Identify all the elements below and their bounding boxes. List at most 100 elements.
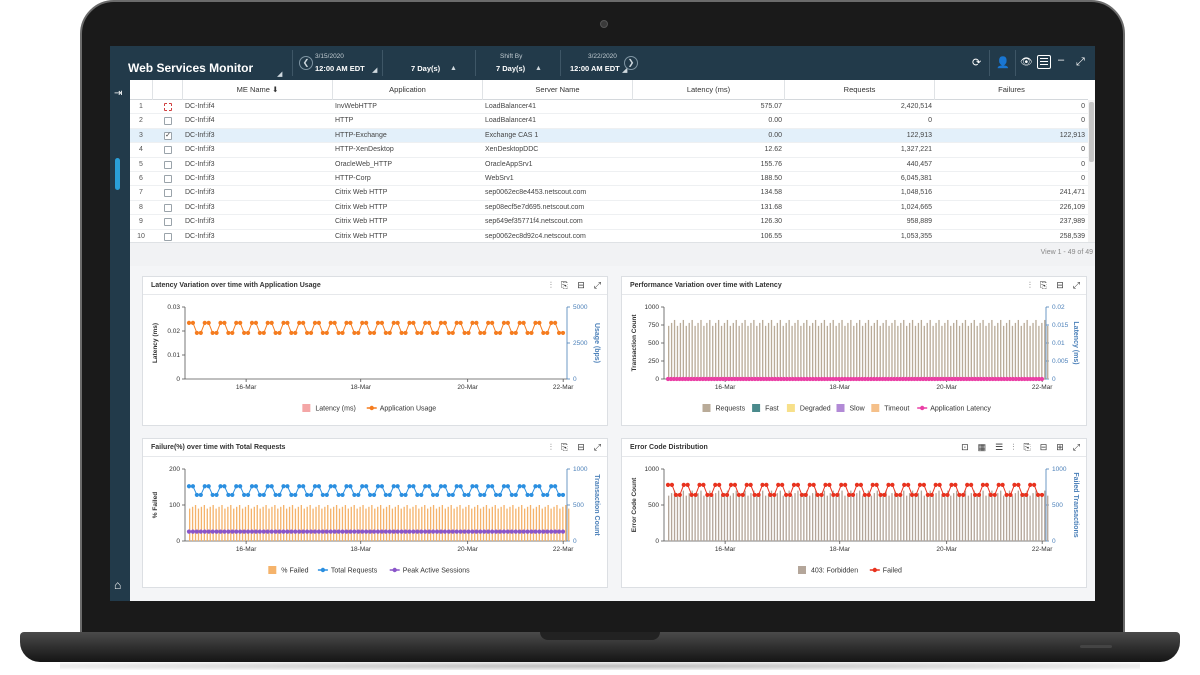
table-view-icon[interactable]: ⊞ (1056, 442, 1064, 452)
series-point (935, 376, 940, 382)
time-prev-icon[interactable]: ❮ (299, 56, 313, 70)
filter-icon[interactable]: ⫶ (1012, 442, 1015, 452)
expand-panel-icon[interactable]: ⤢ (593, 442, 601, 452)
row-checkbox[interactable] (164, 232, 172, 241)
table-scrollbar[interactable] (1088, 100, 1095, 270)
bar (556, 505, 558, 541)
table-row[interactable]: 6 DC-Inf:if3 HTTP-Corp WebSrv1 188.50 6,045,3… (130, 172, 1088, 187)
maximize-icon[interactable]: ⤢ (1076, 56, 1085, 68)
header-server-name[interactable]: Server Name (482, 80, 632, 100)
bar (955, 490, 958, 541)
bar (832, 319, 834, 379)
start-caret-icon[interactable]: ◢ (372, 67, 378, 74)
row-checkbox[interactable] (164, 189, 172, 198)
expand-panel-icon[interactable]: ⤢ (593, 280, 601, 290)
table-row[interactable]: 5 DC-Inf:if3 OracleWeb_HTTP OracleAppSrv1 15… (130, 158, 1088, 172)
minimize-panel-icon[interactable]: ⊟ (1039, 442, 1048, 452)
series-point (308, 492, 314, 498)
expand-panel-icon[interactable]: ⤢ (1072, 280, 1080, 290)
table-row[interactable]: 1 DC-Inf:if4 InvWebHTTP LoadBalancer41 575.0… (130, 100, 1088, 115)
bar (985, 495, 987, 541)
minimize-panel-icon[interactable]: ⊟ (577, 280, 585, 290)
minimize-panel-icon[interactable]: ⊟ (1056, 280, 1064, 290)
filter-icon[interactable]: ⫶ (549, 280, 553, 290)
shift-caret-icon[interactable]: ▲ (535, 65, 542, 72)
header-failures[interactable]: Failures (934, 80, 1088, 100)
grid-icon[interactable]: ▦ (977, 442, 987, 452)
series-point (356, 529, 361, 534)
series-point (442, 320, 447, 325)
series-point (222, 320, 227, 325)
rail-active-indicator[interactable] (115, 158, 120, 190)
table-row[interactable]: 3 ✓ DC-Inf:if3 HTTP-Exchange Exchange CAS 1 0… (130, 128, 1088, 144)
legend-swatch (786, 404, 795, 412)
eye-icon[interactable]: 👁 (1020, 57, 1033, 68)
time-next-icon[interactable]: ❯ (624, 56, 638, 70)
series-point (713, 482, 718, 487)
start-time[interactable]: 12:00 AM EDT (315, 64, 365, 73)
end-caret-icon[interactable]: ◢ (622, 67, 628, 74)
bar (744, 319, 746, 379)
legend-label: Timeout (884, 406, 909, 413)
header-me-name[interactable]: ME Name ⬇ (182, 80, 332, 100)
row-checkbox[interactable] (164, 175, 172, 183)
series-point (697, 376, 702, 382)
export-icon[interactable]: ⎘ (1023, 442, 1031, 452)
bar (908, 493, 911, 541)
duration-select[interactable]: 7 Day(s) (411, 64, 441, 73)
bar (756, 495, 758, 541)
filter-icon[interactable]: ⫶ (549, 442, 553, 452)
series-point (430, 492, 436, 498)
app-menu-caret-icon[interactable]: ◢ (277, 71, 283, 78)
header-requests[interactable]: Requests (784, 80, 934, 100)
header-latency[interactable]: Latency (ms) (632, 80, 784, 100)
series-point (755, 376, 760, 382)
export-icon[interactable]: ⎘ (561, 442, 569, 452)
bar (770, 490, 773, 541)
shift-select[interactable]: 7 Day(s) (496, 64, 526, 73)
user-settings-icon[interactable]: 👤 (996, 57, 1010, 69)
minimize-icon[interactable]: – (1058, 54, 1065, 66)
table-row[interactable]: 7 DC-Inf:if3 Citrix Web HTTP sep0062ec8e445… (130, 186, 1088, 201)
home-icon[interactable]: ⌂ (114, 578, 122, 592)
table-row[interactable]: 8 DC-Inf:if3 Citrix Web HTTP sep08ecf5e7d69… (130, 201, 1088, 216)
table-row[interactable]: 4 DC-Inf:if3 HTTP-XenDesktop XenDesktopDDC 1… (130, 143, 1088, 158)
scroll-thumb[interactable] (1089, 102, 1094, 162)
end-time[interactable]: 12:00 AM EDT (570, 64, 620, 73)
row-checkbox[interactable] (164, 117, 172, 126)
zoom-icon[interactable]: ⊡ (961, 442, 969, 452)
row-checkbox[interactable] (164, 203, 172, 212)
table-row[interactable]: 9 DC-Inf:if3 Citrix Web HTTP sep649ef35771f… (130, 215, 1088, 230)
row-checkbox[interactable] (164, 218, 172, 227)
series-point (375, 484, 381, 489)
bar (262, 506, 264, 541)
filter-icon[interactable]: ⫶ (1028, 280, 1032, 290)
table-row[interactable]: 2 DC-Inf:if4 HTTP LoadBalancer41 0.00 0 0 (130, 114, 1088, 129)
laptop-shadow (60, 662, 1140, 670)
end-date: 3/22/2020 (588, 53, 617, 60)
expand-sidebar-icon[interactable]: ⇥ (114, 88, 123, 99)
menu-icon[interactable] (1037, 55, 1051, 69)
row-checkbox[interactable]: ✓ (164, 131, 172, 140)
row-checkbox[interactable] (164, 103, 172, 111)
bar (294, 508, 297, 541)
bar (709, 319, 711, 379)
row-checkbox[interactable] (164, 146, 172, 155)
refresh-icon[interactable]: ⟳ (972, 57, 982, 69)
bar (923, 325, 925, 379)
series-point (999, 376, 1004, 382)
duration-caret-icon[interactable]: ▲ (450, 65, 457, 72)
divider (989, 50, 990, 76)
expand-panel-icon[interactable]: ⤢ (1072, 442, 1080, 452)
series-point (427, 320, 432, 325)
minimize-panel-icon[interactable]: ⊟ (577, 442, 585, 452)
sort-desc-icon[interactable]: ⬇ (272, 85, 279, 94)
cell-failures: 0 (1081, 117, 1085, 125)
list-icon[interactable]: ☰ (995, 442, 1004, 452)
export-icon[interactable]: ⎘ (561, 280, 569, 290)
series-point (701, 482, 706, 487)
header-application[interactable]: Application (332, 80, 482, 100)
x-tick-label: 18-Mar (350, 546, 371, 553)
export-icon[interactable]: ⎘ (1040, 280, 1048, 290)
row-checkbox[interactable] (164, 160, 172, 169)
